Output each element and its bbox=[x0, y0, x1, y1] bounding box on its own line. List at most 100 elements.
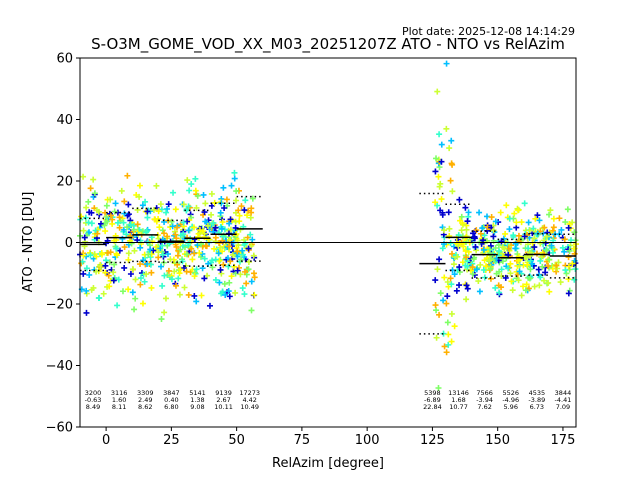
scatter-point bbox=[454, 253, 461, 260]
scatter-point bbox=[93, 268, 100, 275]
scatter-point bbox=[556, 215, 563, 222]
scatter-point bbox=[239, 285, 246, 292]
scatter-point bbox=[186, 187, 193, 194]
scatter-point bbox=[238, 256, 245, 263]
scatter-point bbox=[95, 295, 102, 302]
scatter-point bbox=[531, 235, 538, 242]
scatter-point bbox=[80, 270, 87, 277]
bin-std-label: 10.11 bbox=[214, 403, 233, 411]
scatter-point bbox=[530, 225, 537, 232]
scatter-point bbox=[245, 266, 252, 273]
scatter-point bbox=[236, 218, 243, 225]
scatter-point bbox=[185, 291, 192, 298]
y-tick-label: −20 bbox=[46, 298, 73, 313]
scatter-point bbox=[437, 290, 444, 297]
scatter-point bbox=[518, 219, 525, 226]
scatter-point bbox=[211, 245, 218, 252]
scatter-point bbox=[448, 338, 455, 345]
scatter-point bbox=[525, 285, 532, 292]
bin-std-label: 10.49 bbox=[240, 403, 259, 411]
scatter-point bbox=[218, 200, 225, 207]
scatter-point bbox=[200, 191, 207, 198]
scatter-point bbox=[446, 233, 453, 240]
scatter-point bbox=[502, 274, 509, 281]
x-tick-label: 75 bbox=[294, 433, 311, 448]
scatter-point bbox=[463, 254, 470, 261]
scatter-point bbox=[193, 298, 200, 305]
scatter-point bbox=[212, 224, 219, 231]
y-tick-label: 0 bbox=[65, 236, 73, 251]
scatter-point bbox=[223, 196, 230, 203]
scatter-point bbox=[107, 212, 114, 219]
scatter-point bbox=[495, 282, 502, 289]
scatter-point bbox=[251, 291, 258, 298]
scatter-point bbox=[137, 281, 144, 288]
bin-mean-label: 1.38 bbox=[190, 396, 204, 404]
scatter-point bbox=[237, 271, 244, 278]
scatter-point bbox=[465, 248, 472, 255]
scatter-point bbox=[242, 240, 249, 247]
scatter-point bbox=[131, 247, 138, 254]
scatter-point bbox=[513, 224, 520, 231]
scatter-point bbox=[85, 219, 92, 226]
scatter-point bbox=[445, 341, 452, 348]
scatter-point bbox=[449, 250, 456, 257]
scatter-point bbox=[525, 245, 532, 252]
scatter-point bbox=[83, 309, 90, 316]
scatter-point bbox=[125, 286, 132, 293]
x-axis-label: RelAzim [degree] bbox=[272, 456, 384, 471]
scatter-point bbox=[541, 277, 548, 284]
scatter-point bbox=[201, 234, 208, 241]
scatter-point bbox=[439, 245, 446, 252]
scatter-point bbox=[191, 273, 198, 280]
scatter-point bbox=[217, 266, 224, 273]
scatter-point bbox=[144, 214, 151, 221]
scatter-point bbox=[443, 349, 450, 356]
scatter-point bbox=[443, 300, 450, 307]
scatter-point bbox=[103, 202, 110, 209]
scatter-point bbox=[572, 266, 579, 273]
scatter-point bbox=[459, 220, 466, 227]
scatter-point bbox=[492, 284, 499, 291]
scatter-point bbox=[525, 219, 532, 226]
scatter-point bbox=[161, 230, 168, 237]
scatter-point bbox=[469, 270, 476, 277]
scatter-point bbox=[90, 284, 97, 291]
scatter-point bbox=[158, 316, 165, 323]
scatter-point bbox=[545, 279, 552, 286]
scatter-point bbox=[164, 205, 171, 212]
scatter-point bbox=[93, 253, 100, 260]
bin-mean-label: 2.49 bbox=[138, 396, 152, 404]
scatter-point bbox=[447, 177, 454, 184]
scatter-point bbox=[511, 210, 518, 217]
scatter-point bbox=[232, 224, 239, 231]
scatter-point bbox=[180, 265, 187, 272]
scatter-point bbox=[112, 200, 119, 207]
scatter-point bbox=[247, 231, 254, 238]
scatter-point bbox=[100, 290, 107, 297]
scatter-point bbox=[498, 238, 505, 245]
scatter-point bbox=[492, 245, 499, 252]
scatter-point bbox=[548, 242, 555, 249]
scatter-point bbox=[137, 261, 144, 268]
scatter-point bbox=[554, 265, 561, 272]
scatter-point bbox=[103, 257, 110, 264]
scatter-point bbox=[224, 202, 231, 209]
scatter-point bbox=[136, 182, 143, 189]
bin-count-label: 4535 bbox=[529, 389, 546, 397]
scatter-point bbox=[206, 302, 213, 309]
scatter-point bbox=[248, 307, 255, 314]
scatter-point bbox=[140, 257, 147, 264]
scatter-point bbox=[557, 279, 564, 286]
scatter-points bbox=[77, 60, 579, 392]
scatter-point bbox=[546, 256, 553, 263]
scatter-point bbox=[249, 236, 256, 243]
scatter-point bbox=[432, 199, 439, 206]
scatter-point bbox=[150, 206, 157, 213]
scatter-point bbox=[201, 275, 208, 282]
bin-mean-label: -4.41 bbox=[555, 396, 572, 404]
scatter-point bbox=[196, 227, 203, 234]
scatter-point bbox=[86, 271, 93, 278]
scatter-point bbox=[132, 295, 139, 302]
scatter-point bbox=[234, 267, 241, 274]
